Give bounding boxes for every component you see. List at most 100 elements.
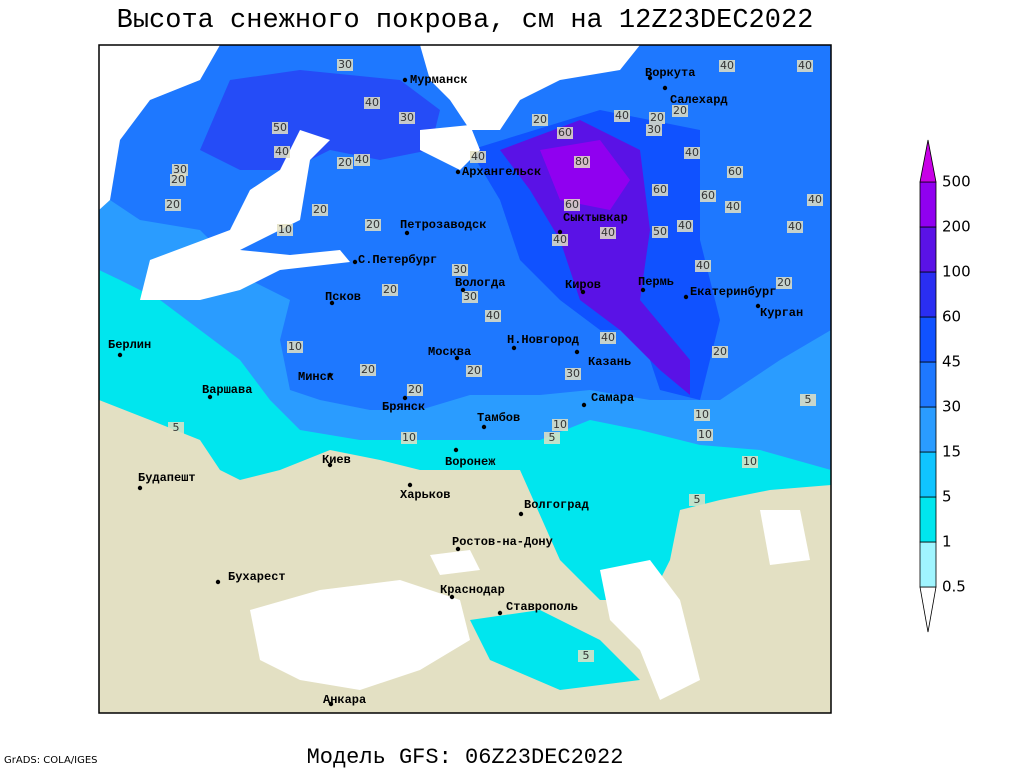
city-label: Самара: [591, 391, 634, 405]
city-dot: [455, 546, 461, 552]
contour-label: 40: [365, 96, 379, 109]
contour-label: 60: [701, 189, 715, 202]
legend-box: [919, 226, 937, 273]
city-dot: [137, 485, 143, 491]
city-label: Бухарест: [228, 570, 286, 584]
city-label: С.Петербург: [358, 252, 437, 267]
city-dot: [352, 259, 358, 265]
city-dot: [329, 300, 335, 306]
contour-label-box: [399, 112, 415, 124]
model-caption: Модель GFS: 06Z23DEC2022: [307, 745, 624, 768]
contour-label-box: [600, 332, 616, 344]
contour-label: 50: [273, 121, 287, 134]
contour-label: 5: [583, 649, 590, 662]
city-dot: [207, 394, 213, 400]
contour-label: 20: [713, 345, 727, 358]
contour-label-box: [578, 650, 594, 662]
city-dot: [580, 289, 586, 295]
city-label: Берлин: [108, 338, 151, 352]
contour-label: 30: [400, 111, 414, 124]
legend-box: [919, 271, 937, 318]
city-label: Архангельск: [462, 165, 541, 179]
contour-label-box: [312, 204, 328, 216]
contour-label-box: [274, 146, 290, 158]
contour-label: 50: [653, 225, 667, 238]
city-dot: [481, 424, 487, 430]
contour-label-box: [684, 147, 700, 159]
contour-label-box: [401, 432, 417, 444]
contour-label: 40: [696, 259, 710, 272]
contour-label: 10: [288, 340, 302, 353]
city-label: Краснодар: [440, 583, 505, 597]
city-dot: [497, 610, 503, 616]
contour-label: 40: [275, 145, 289, 158]
city-dot: [449, 594, 455, 600]
contour-label: 20: [338, 156, 352, 169]
contour-label-box: [797, 60, 813, 72]
contour-label-box: [544, 432, 560, 444]
contour-label-box: [452, 264, 468, 276]
city-dot: [574, 349, 580, 355]
contour-label-box: [277, 224, 293, 236]
legend-label: 30: [942, 398, 961, 416]
city-label: Пермь: [638, 275, 674, 289]
city-label: Тамбов: [477, 410, 520, 425]
city-dot: [407, 482, 413, 488]
city-dot: [460, 287, 466, 293]
contour-label: 20: [313, 203, 327, 216]
contour-label-box: [565, 368, 581, 380]
contour-label-box: [700, 190, 716, 202]
city-dot: [455, 169, 461, 175]
legend-label: 45: [942, 353, 961, 371]
contour-label: 20: [467, 364, 481, 377]
city-label: Воркута: [645, 66, 695, 80]
city-label: Сыктывкар: [563, 211, 628, 225]
contour-label: 40: [615, 109, 629, 122]
city-label: Петрозаводск: [400, 218, 486, 232]
contour-label: 20: [777, 276, 791, 289]
city-dot: [117, 352, 123, 358]
city-label: Мурманск: [410, 73, 468, 87]
contour-label: 20: [361, 363, 375, 376]
contour-label-box: [360, 364, 376, 376]
legend-box: [919, 361, 937, 408]
contour-label: 40: [471, 150, 485, 163]
contour-label: 40: [678, 219, 692, 232]
contour-label-box: [719, 60, 735, 72]
contour-label-box: [337, 157, 353, 169]
contour-label-box: [552, 234, 568, 246]
city-dot: [683, 294, 689, 300]
contour-label: 30: [453, 263, 467, 276]
city-label: Псков: [325, 290, 361, 304]
city-dot: [402, 395, 408, 401]
legend-box: [919, 541, 937, 588]
contour-label-box: [172, 164, 188, 176]
contour-label: 40: [685, 146, 699, 159]
contour-label: 30: [338, 58, 352, 71]
contour-label-box: [466, 365, 482, 377]
contour-label: 40: [486, 309, 500, 322]
contour-label-box: [725, 201, 741, 213]
legend-box: [919, 406, 937, 453]
legend-label: 15: [942, 443, 961, 461]
legend-box: [919, 316, 937, 363]
legend-label: 100: [942, 263, 971, 281]
legend-arrow: [919, 139, 937, 183]
legend-label: 0.5: [942, 578, 966, 596]
city-dot: [557, 229, 563, 235]
cities: Мурманск Архангельск Воркута Салехард Сыктыв…: [108, 66, 803, 707]
contour-label-box: [694, 409, 710, 421]
contour-label-box: [742, 456, 758, 468]
contour-label-box: [485, 310, 501, 322]
contour-label: 20: [650, 111, 664, 124]
city-label: Минск: [298, 370, 334, 384]
contour-label: 10: [278, 223, 292, 236]
contour-label-box: [600, 227, 616, 239]
city-dot: [640, 287, 646, 293]
contour-label-box: [552, 419, 568, 431]
contour-label: 5: [173, 421, 180, 434]
city-dot: [215, 579, 221, 585]
city-dot: [518, 511, 524, 517]
city-label: Воронеж: [445, 455, 496, 469]
